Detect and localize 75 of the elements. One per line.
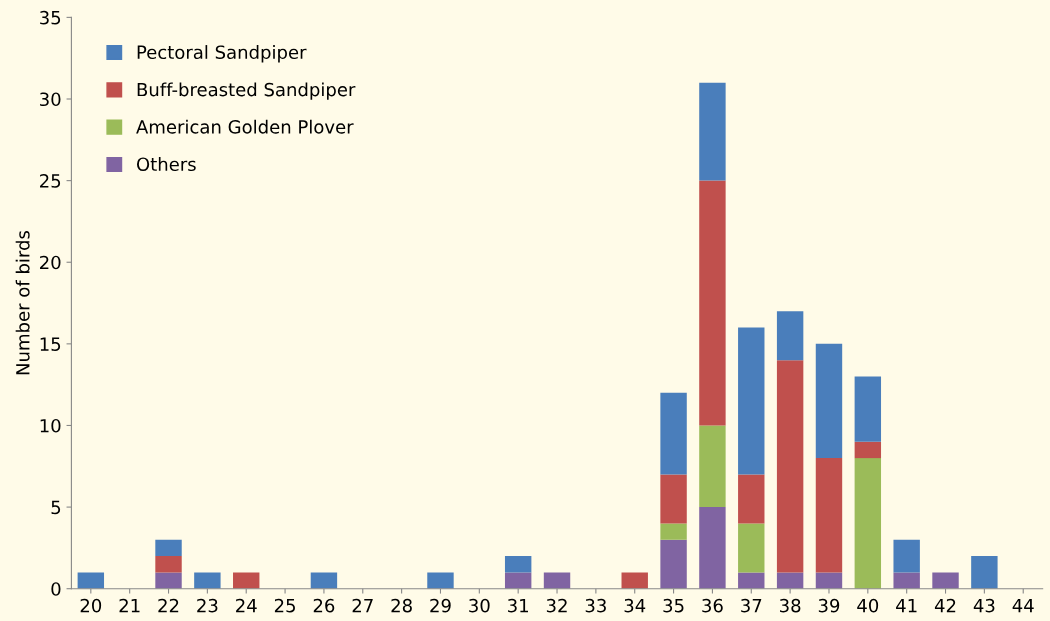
y-tick-label: 5: [51, 500, 61, 515]
x-tick-label: 30: [469, 598, 490, 613]
bar: [504, 556, 532, 573]
bar: [738, 572, 765, 589]
bar: [893, 539, 920, 573]
x-tick-label: 44: [1012, 598, 1034, 613]
bar: [776, 311, 804, 361]
bar: [971, 556, 998, 589]
x-tick-label: 32: [546, 598, 567, 613]
x-tick-label: 40: [857, 598, 879, 613]
bar: [815, 343, 843, 459]
bar: [776, 360, 804, 573]
x-tick-label: 26: [313, 598, 335, 613]
y-tick-label: 20: [40, 255, 61, 270]
x-tick-label: 23: [197, 598, 218, 613]
x-tick-label: 27: [352, 598, 373, 613]
bar: [893, 572, 920, 589]
x-tick-label: 37: [741, 598, 762, 613]
y-tick-label: 35: [40, 10, 61, 25]
y-axis-title: Number of birds: [15, 231, 30, 375]
x-tick-label: 21: [119, 598, 140, 613]
x-tick-label: 35: [663, 598, 684, 613]
bar: [854, 376, 882, 442]
bar: [504, 572, 532, 589]
bar: [660, 539, 687, 589]
bar: [738, 474, 765, 524]
x-tick-label: 28: [391, 598, 412, 613]
bar: [932, 572, 959, 589]
x-tick-label: 43: [973, 598, 995, 613]
bar: [854, 441, 882, 459]
bar: [776, 572, 804, 589]
x-tick-label: 36: [702, 598, 723, 613]
x-tick-label: 34: [624, 598, 646, 613]
legend-label: American Golden Plover: [136, 119, 354, 134]
bar: [699, 82, 726, 181]
bar: [155, 572, 182, 589]
x-tick-label: 25: [274, 598, 295, 613]
bar: [621, 572, 648, 589]
legend-label: Buff-breasted Sandpiper: [137, 82, 356, 100]
bar: [660, 392, 687, 475]
bar: [233, 572, 260, 589]
x-tick-label: 29: [430, 598, 451, 613]
bar: [854, 458, 882, 589]
bar: [310, 572, 338, 589]
bar: [155, 556, 182, 573]
x-tick-label: 31: [508, 598, 528, 613]
bar: [738, 327, 765, 475]
x-tick-label: 42: [934, 598, 956, 613]
bar: [194, 572, 221, 589]
bar: [77, 572, 105, 589]
y-tick-label: 15: [40, 337, 61, 351]
x-tick-label: 20: [80, 598, 102, 613]
bar: [543, 572, 571, 589]
bar: [699, 425, 726, 508]
bar: [815, 458, 843, 573]
bar: [660, 523, 687, 540]
y-tick-label: 25: [40, 174, 61, 188]
bar: [660, 474, 687, 524]
x-tick-label: 38: [780, 598, 801, 613]
y-tick-label: 0: [51, 582, 61, 596]
legend-label: Pectoral Sandpiper: [137, 45, 307, 63]
y-tick-label: 30: [40, 92, 61, 107]
bar: [155, 539, 182, 557]
bar: [815, 572, 843, 589]
x-tick-label: 33: [585, 598, 606, 613]
y-tick-label: 10: [40, 418, 61, 433]
bar: [699, 180, 726, 426]
bar: [699, 507, 726, 589]
x-tick-label: 39: [818, 598, 840, 613]
x-tick-label: 41: [896, 598, 917, 613]
bar: [427, 572, 454, 589]
x-tick-label: 24: [236, 598, 257, 613]
bar: [738, 523, 765, 573]
x-tick-label: 22: [158, 598, 179, 613]
legend-label: Others: [136, 157, 196, 172]
